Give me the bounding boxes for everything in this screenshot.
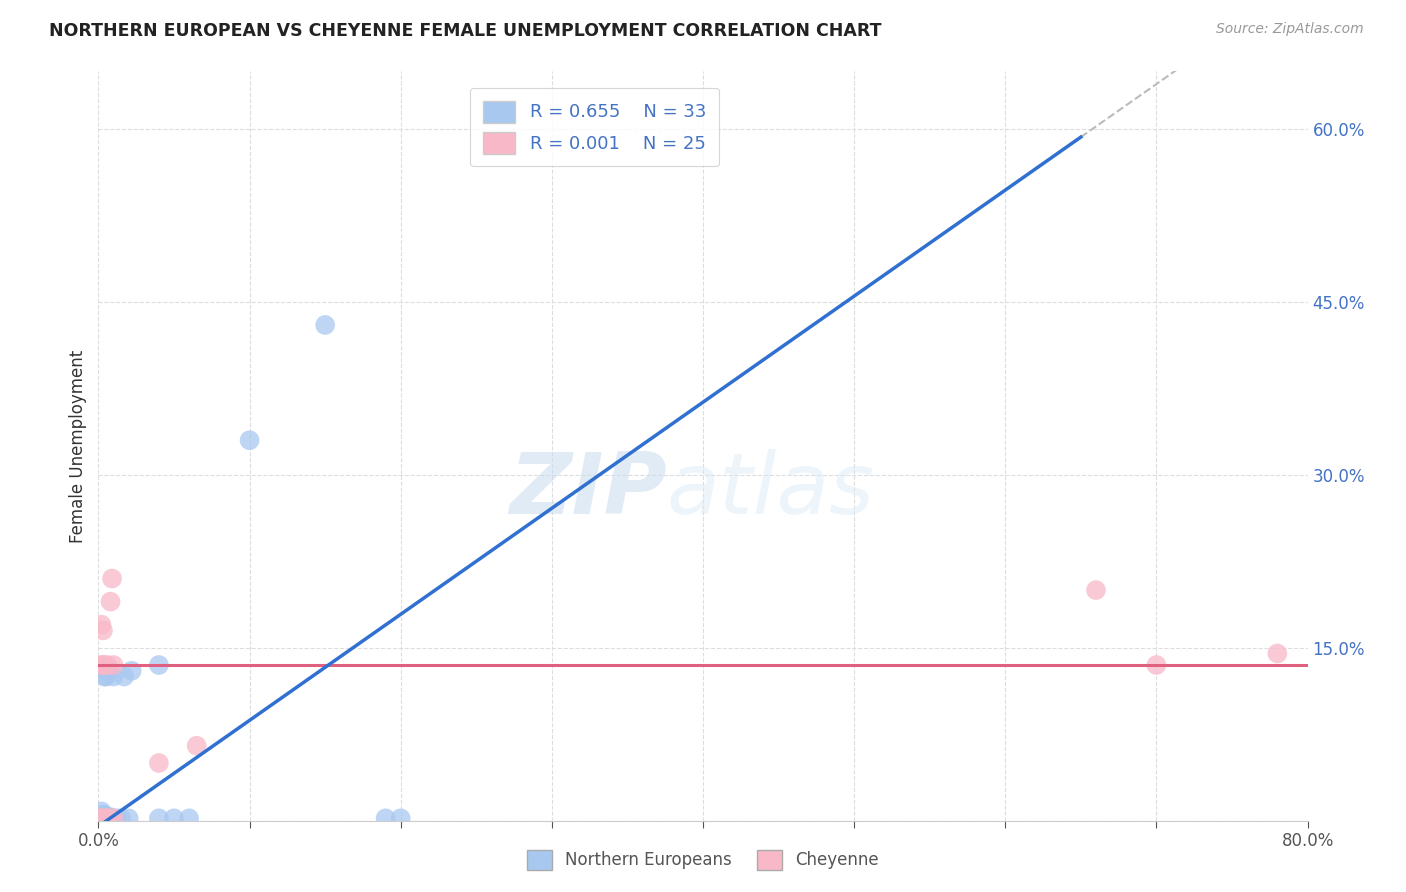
Point bbox=[98, 811, 121, 825]
Text: NORTHERN EUROPEAN VS CHEYENNE FEMALE UNEMPLOYMENT CORRELATION CHART: NORTHERN EUROPEAN VS CHEYENNE FEMALE UNE… bbox=[49, 22, 882, 40]
Point bbox=[105, 811, 128, 825]
Point bbox=[91, 810, 114, 824]
Point bbox=[94, 811, 117, 825]
Point bbox=[1267, 647, 1289, 661]
Point bbox=[96, 810, 118, 824]
Point bbox=[100, 810, 122, 824]
Point bbox=[103, 669, 125, 683]
Point bbox=[91, 811, 114, 825]
Point bbox=[90, 811, 112, 825]
Point bbox=[91, 658, 114, 673]
Point bbox=[1144, 658, 1167, 673]
Point bbox=[93, 811, 115, 825]
Point bbox=[96, 658, 118, 673]
Point bbox=[148, 811, 170, 825]
Point bbox=[148, 658, 170, 673]
Point bbox=[179, 811, 201, 825]
Point bbox=[100, 811, 122, 825]
Point bbox=[103, 811, 125, 825]
Point bbox=[93, 808, 115, 822]
Point bbox=[100, 594, 122, 608]
Point bbox=[121, 664, 143, 678]
Point bbox=[91, 811, 114, 825]
Point bbox=[90, 617, 112, 632]
Text: ZIP: ZIP bbox=[509, 450, 666, 533]
Text: atlas: atlas bbox=[666, 450, 875, 533]
Point bbox=[103, 658, 125, 673]
Point bbox=[112, 669, 135, 683]
Y-axis label: Female Unemployment: Female Unemployment bbox=[69, 350, 87, 542]
Point bbox=[90, 805, 112, 819]
Point bbox=[89, 811, 111, 825]
Point bbox=[91, 624, 114, 638]
Point bbox=[90, 658, 112, 673]
Point bbox=[98, 811, 121, 825]
Point bbox=[94, 669, 117, 683]
Point bbox=[94, 811, 117, 825]
Point bbox=[96, 664, 118, 678]
Legend: R = 0.655    N = 33, R = 0.001    N = 25: R = 0.655 N = 33, R = 0.001 N = 25 bbox=[470, 88, 718, 166]
Point bbox=[94, 810, 117, 824]
Point bbox=[163, 811, 186, 825]
Point bbox=[148, 756, 170, 770]
Point bbox=[96, 811, 118, 825]
Point bbox=[389, 811, 412, 825]
Point bbox=[93, 658, 115, 673]
Point bbox=[89, 811, 111, 825]
Point bbox=[93, 810, 115, 824]
Point bbox=[91, 808, 114, 822]
Point bbox=[90, 810, 112, 824]
Point bbox=[98, 664, 121, 678]
Point bbox=[93, 669, 115, 683]
Point bbox=[101, 811, 124, 825]
Point bbox=[186, 739, 208, 753]
Point bbox=[101, 572, 124, 586]
Legend: Northern Europeans, Cheyenne: Northern Europeans, Cheyenne bbox=[520, 843, 886, 877]
Text: Source: ZipAtlas.com: Source: ZipAtlas.com bbox=[1216, 22, 1364, 37]
Point bbox=[96, 811, 118, 825]
Point bbox=[89, 811, 111, 825]
Point bbox=[239, 434, 262, 448]
Point bbox=[118, 811, 141, 825]
Point bbox=[374, 811, 396, 825]
Point bbox=[314, 318, 336, 332]
Point bbox=[1085, 583, 1108, 598]
Point bbox=[110, 811, 132, 825]
Point bbox=[94, 811, 117, 825]
